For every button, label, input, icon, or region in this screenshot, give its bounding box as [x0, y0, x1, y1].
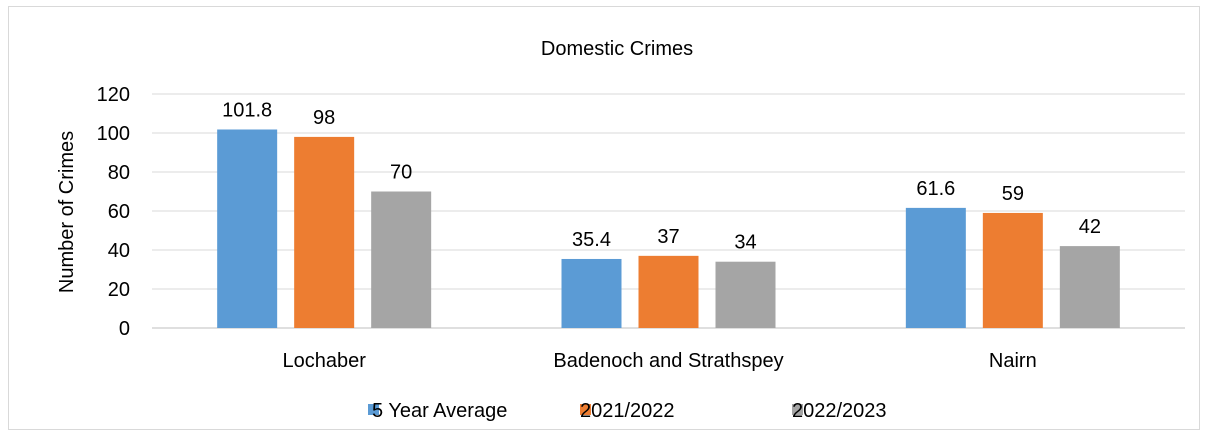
- bar: [638, 255, 699, 328]
- bar: [217, 129, 278, 328]
- bars: [217, 129, 1120, 328]
- bar: [905, 207, 966, 328]
- y-tick-label: 20: [108, 279, 130, 301]
- data-label: 98: [313, 107, 335, 129]
- legend-swatch: [792, 404, 803, 415]
- data-label: 70: [390, 162, 412, 184]
- data-label: 34: [734, 232, 756, 254]
- legend-label: 2022/2023: [792, 400, 887, 422]
- category-label: Badenoch and Strathspey: [553, 350, 783, 372]
- bar: [982, 212, 1043, 328]
- chart-title: Domestic Crimes: [541, 38, 693, 60]
- legend-label: 2021/2022: [580, 400, 675, 422]
- legend-swatch: [368, 404, 379, 415]
- data-label: 61.6: [916, 178, 955, 200]
- data-label: 35.4: [572, 229, 611, 251]
- bar: [294, 136, 355, 328]
- y-axis-title: Number of Crimes: [56, 131, 78, 293]
- y-tick-label: 80: [108, 162, 130, 184]
- bar: [371, 191, 432, 328]
- data-label: 37: [657, 226, 679, 248]
- y-tick-label: 100: [97, 123, 130, 145]
- data-labels: 101.8 98 70 35.4 37 34 61.6 59 42: [222, 99, 1101, 253]
- y-tick-label: 60: [108, 201, 130, 223]
- legend: 5 Year Average 2021/2022 2022/2023: [368, 400, 887, 422]
- bar: [1059, 246, 1120, 328]
- y-tick-label: 0: [119, 318, 130, 340]
- bar: [561, 258, 622, 328]
- legend-label: 5 Year Average: [372, 400, 507, 422]
- y-tick-label: 40: [108, 240, 130, 262]
- data-label: 59: [1002, 183, 1024, 205]
- y-tick-label: 120: [97, 84, 130, 106]
- data-label: 42: [1079, 216, 1101, 238]
- legend-swatch: [580, 404, 591, 415]
- data-label: 101.8: [222, 99, 272, 121]
- category-label: Lochaber: [282, 350, 366, 372]
- y-axis-ticks: 0 20 40 60 80 100 120: [97, 84, 130, 340]
- bar: [715, 261, 776, 328]
- category-label: Nairn: [989, 350, 1037, 372]
- category-labels: Lochaber Badenoch and Strathspey Nairn: [282, 350, 1036, 372]
